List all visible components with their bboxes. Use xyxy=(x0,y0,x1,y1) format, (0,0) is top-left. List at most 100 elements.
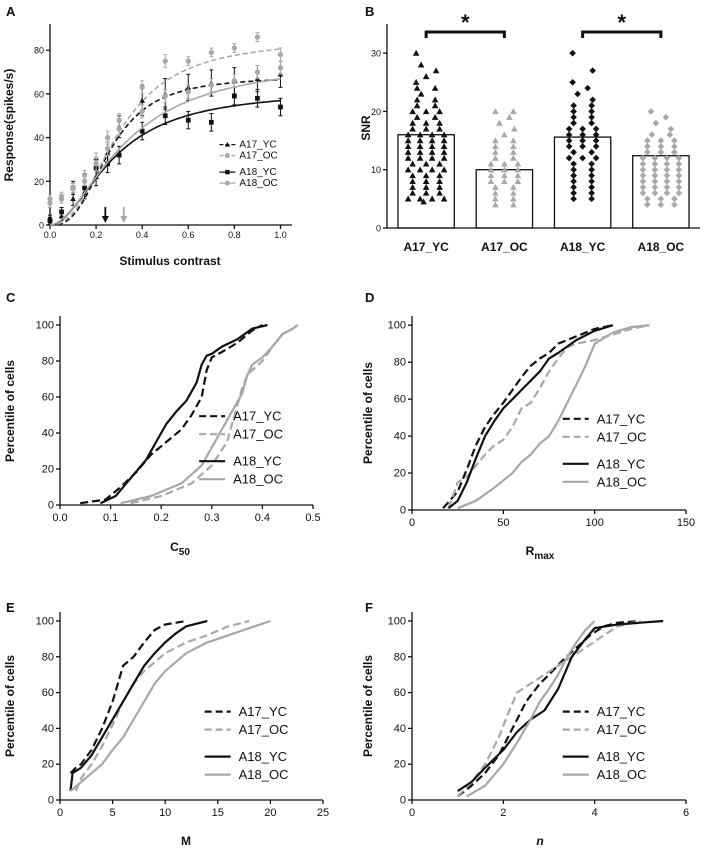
snr-point-A17_YC xyxy=(404,195,412,202)
data-point-A18_OC xyxy=(231,78,238,84)
snr-point-A18_OC xyxy=(663,154,671,162)
snr-point-A18_OC xyxy=(663,178,671,185)
legend-label-A18_OC: A18_OC xyxy=(597,474,647,489)
snr-point-A17_OC xyxy=(487,172,495,179)
fit-curve-A18_OC xyxy=(49,78,281,226)
snr-point-A17_YC xyxy=(417,90,425,97)
snr-point-A17_OC xyxy=(506,113,513,120)
panel-C-y-tick-label: 40 xyxy=(42,428,54,440)
snr-point-A17_OC xyxy=(501,160,508,167)
cdf-line-A18_OC xyxy=(120,324,299,505)
snr-point-A17_YC xyxy=(413,102,421,109)
snr-point-A18_OC xyxy=(663,189,671,197)
c50-arrow-head xyxy=(120,216,128,223)
panel-C-y-tick-label: 20 xyxy=(42,464,54,476)
snr-point-A18_OC xyxy=(644,137,651,144)
panel-C-x-tick-label: 0.2 xyxy=(154,512,169,524)
panel-E-x-tick-label: 0 xyxy=(57,807,63,819)
snr-point-A18_YC xyxy=(592,154,600,162)
snr-point-A17_OC xyxy=(501,178,508,185)
snr-point-A17_YC xyxy=(409,160,416,167)
snr-point-A17_YC xyxy=(440,143,448,150)
snr-point-A18_OC xyxy=(639,154,647,162)
panel-D-legend: A17_YC A17_OC A18_YC A18_OC xyxy=(562,411,647,489)
snr-point-A18_YC xyxy=(592,125,600,133)
snr-point-A17_OC xyxy=(510,201,517,208)
snr-point-A17_YC xyxy=(422,108,430,115)
snr-point-A18_OC xyxy=(639,160,647,168)
data-point-A18_YC xyxy=(116,152,122,158)
snr-point-A18_OC xyxy=(651,154,659,162)
snr-point-A18_YC xyxy=(570,172,577,179)
snr-point-A17_YC xyxy=(428,131,436,138)
snr-point-A17_YC xyxy=(422,183,430,190)
snr-point-A18_YC xyxy=(588,172,595,179)
snr-point-A18_YC xyxy=(570,119,577,127)
snr-point-A18_YC xyxy=(570,108,577,115)
panel-A-x-tick-label: 0.6 xyxy=(182,230,195,240)
snr-point-A17_OC xyxy=(487,160,495,167)
panel-D-x-tick-label: 150 xyxy=(677,517,695,529)
cdf-line-A18_OC xyxy=(69,619,271,792)
snr-point-A17_YC xyxy=(416,154,424,161)
panel-E-x-title-main: M xyxy=(181,834,191,848)
data-point-A18_OC xyxy=(70,185,76,191)
panel-D-y-tick-label: 80 xyxy=(394,357,406,369)
snr-point-A18_OC xyxy=(675,166,683,174)
panel-D-letter: D xyxy=(365,290,374,305)
snr-point-A17_OC xyxy=(510,183,517,190)
snr-point-A17_YC xyxy=(440,148,448,155)
snr-point-A18_YC xyxy=(569,49,576,57)
snr-point-A17_OC xyxy=(492,189,499,196)
snr-point-A17_YC xyxy=(431,102,439,109)
snr-point-A17_YC xyxy=(413,113,421,120)
data-point-A18_YC xyxy=(162,113,168,119)
snr-point-A17_YC xyxy=(422,172,430,179)
legend-label-A17_OC: A17_OC xyxy=(239,722,289,737)
snr-point-A17_YC xyxy=(428,137,436,144)
snr-point-A17_YC xyxy=(436,189,443,196)
data-point-A18_OC xyxy=(58,196,65,202)
snr-point-A17_YC xyxy=(422,189,430,196)
panel-C-y-tick-label: 100 xyxy=(36,320,54,332)
panel-E-x-tick-label: 5 xyxy=(110,807,116,819)
panel-D-y-tick-label: 40 xyxy=(394,431,406,443)
snr-point-A18_YC xyxy=(592,143,600,150)
cdf-line-A17_YC xyxy=(442,324,614,509)
snr-point-A17_YC xyxy=(440,195,448,202)
panel-B-letter: B xyxy=(365,4,374,19)
snr-point-A17_YC xyxy=(440,166,448,173)
snr-point-A18_OC xyxy=(675,178,683,185)
snr-point-A18_OC xyxy=(675,160,683,168)
snr-point-A17_YC xyxy=(428,195,436,202)
bar-A18_YC xyxy=(553,136,612,229)
panel-E-x-title: M xyxy=(181,834,191,848)
snr-point-A18_YC xyxy=(565,131,573,139)
snr-point-A17_YC xyxy=(413,96,421,103)
snr-point-A17_YC xyxy=(404,148,412,155)
snr-point-A17_YC xyxy=(416,148,424,155)
panel-E-x-tick-label: 20 xyxy=(264,807,276,819)
data-point-A18_OC xyxy=(116,126,122,132)
snr-point-A17_YC xyxy=(416,143,424,150)
data-point-A18_OC xyxy=(104,145,111,152)
data-point-A17_OC xyxy=(277,51,284,58)
legend-label-A17_YC: A17_YC xyxy=(233,409,281,424)
panel-F-y-tick-label: 40 xyxy=(394,723,406,735)
panel-E-x-tick-label: 15 xyxy=(212,807,224,819)
snr-point-A18_OC xyxy=(675,154,683,162)
snr-point-A18_OC xyxy=(647,108,655,115)
data-point-A18_YC xyxy=(59,209,64,215)
panel-F-y-tick-label: 80 xyxy=(394,651,406,663)
snr-point-A17_OC xyxy=(492,148,499,155)
cdf-line-A18_OC xyxy=(457,324,650,510)
data-point-A17_OC xyxy=(185,58,191,64)
data-point-A17_OC xyxy=(208,49,214,56)
cdf-line-A18_YC xyxy=(100,323,268,505)
snr-point-A18_YC xyxy=(574,90,581,98)
significance-bracket xyxy=(581,30,663,38)
panel-A-x-tick-label: 1.0 xyxy=(274,230,287,240)
cdf-line-A18_YC xyxy=(457,619,664,792)
snr-point-A17_YC xyxy=(440,131,448,138)
cdf-line-A17_YC xyxy=(457,619,641,798)
